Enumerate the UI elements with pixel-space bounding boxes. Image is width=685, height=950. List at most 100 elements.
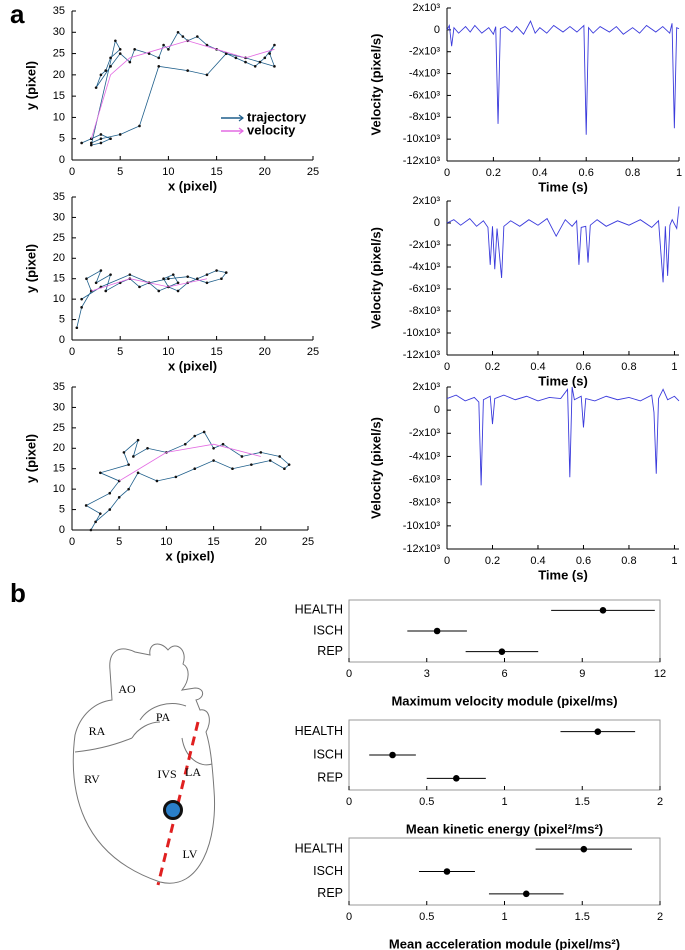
category-label: HEALTH bbox=[295, 841, 343, 855]
x-tick-label: 0.6 bbox=[576, 555, 591, 567]
x-tick-label: 20 bbox=[259, 166, 271, 178]
y-tick-label: 0 bbox=[434, 217, 440, 229]
velocity-trace bbox=[446, 386, 680, 486]
trajectory-point bbox=[258, 60, 262, 64]
heart-wall bbox=[131, 721, 161, 739]
trajectory-point bbox=[84, 504, 88, 507]
y-tick-label: -12x10³ bbox=[403, 543, 441, 555]
trajectory-point bbox=[263, 56, 267, 60]
trajectory-point bbox=[196, 277, 199, 281]
trajectory-point bbox=[157, 289, 161, 293]
y-tick-label: 5 bbox=[59, 133, 65, 145]
x-tick-label: 6 bbox=[501, 668, 507, 680]
x-tick-label: 0 bbox=[444, 167, 450, 179]
trajectory-point bbox=[138, 285, 141, 289]
mean-point bbox=[433, 627, 441, 635]
x-tick-label: 0.5 bbox=[419, 796, 434, 808]
x-tick-label: 0.8 bbox=[625, 167, 640, 179]
x-tick-label: 0.2 bbox=[486, 167, 501, 179]
category-label: REP bbox=[317, 644, 343, 658]
trajectory-line bbox=[85, 431, 290, 531]
trajectory-point bbox=[231, 467, 234, 471]
x-tick-label: 15 bbox=[207, 536, 219, 548]
y-tick-label: -4x10³ bbox=[409, 261, 441, 273]
mean-point bbox=[594, 728, 602, 735]
trajectory-point bbox=[287, 463, 291, 466]
x-axis-label: Mean kinetic energy (pixel²/ms²) bbox=[406, 821, 603, 836]
x-tick-label: 25 bbox=[302, 536, 314, 548]
trajectory-point bbox=[94, 86, 98, 89]
y-tick-label: -2x10³ bbox=[409, 427, 441, 439]
trajectory-point bbox=[193, 467, 197, 471]
x-tick-label: 1 bbox=[501, 796, 507, 808]
trajectory-point bbox=[221, 442, 225, 446]
x-tick-label: 0 bbox=[444, 555, 450, 567]
y-tick-label: 10 bbox=[53, 111, 65, 123]
y-tick-label: -4x10³ bbox=[409, 67, 441, 79]
trajectory-point bbox=[127, 487, 130, 491]
x-tick-label: 15 bbox=[210, 166, 222, 178]
trajectory-point bbox=[99, 512, 102, 515]
heart-label: LA bbox=[185, 765, 201, 779]
x-tick-label: 0 bbox=[444, 361, 450, 373]
trajectory-point bbox=[75, 326, 79, 330]
category-label: HEALTH bbox=[295, 603, 343, 617]
y-tick-label: 20 bbox=[53, 442, 65, 454]
y-tick-label: -4x10³ bbox=[409, 450, 441, 462]
trajectory-point bbox=[224, 271, 228, 274]
x-tick-label: 0 bbox=[69, 346, 75, 358]
trajectory-point bbox=[94, 281, 98, 285]
trajectory-point bbox=[128, 273, 132, 276]
x-tick-label: 1.5 bbox=[575, 796, 590, 808]
y-tick-label: 10 bbox=[53, 293, 65, 305]
plot-frame bbox=[348, 837, 661, 906]
y-tick-label: -10x10³ bbox=[403, 327, 441, 339]
y-tick-label: -2x10³ bbox=[409, 46, 441, 58]
trajectory-point bbox=[108, 508, 112, 511]
heart-label: AO bbox=[118, 682, 136, 696]
x-tick-label: 20 bbox=[255, 536, 267, 548]
category-label: ISCH bbox=[313, 623, 343, 637]
trajectory-point bbox=[147, 52, 151, 55]
y-tick-label: 15 bbox=[53, 463, 65, 475]
trajectory-point bbox=[193, 434, 197, 438]
heart-label: LV bbox=[183, 847, 198, 861]
trajectory-point bbox=[167, 277, 170, 281]
y-tick-label: 15 bbox=[53, 90, 65, 102]
trajectory-point bbox=[94, 520, 97, 524]
trajectory-point bbox=[205, 73, 209, 77]
y-tick-label: 30 bbox=[53, 26, 65, 38]
mean-point bbox=[522, 890, 530, 898]
heart-diagram bbox=[72, 643, 216, 886]
y-tick-label: 35 bbox=[53, 381, 65, 393]
legend-label: velocity bbox=[247, 122, 296, 137]
trajectory-point bbox=[240, 455, 244, 458]
y-tick-label: -12x10³ bbox=[403, 155, 441, 167]
trajectory-point bbox=[99, 269, 103, 272]
y-tick-label: 0 bbox=[434, 24, 440, 36]
x-tick-label: 0 bbox=[69, 166, 75, 178]
y-tick-label: 35 bbox=[53, 5, 65, 17]
trajectory-point bbox=[196, 35, 199, 38]
trajectory-point bbox=[157, 65, 161, 68]
heart-label: RA bbox=[89, 724, 106, 738]
x-tick-label: 2 bbox=[657, 796, 663, 808]
y-tick-label: -8x10³ bbox=[409, 305, 441, 317]
trajectory-point bbox=[146, 446, 149, 450]
trajectory-point bbox=[80, 141, 83, 145]
x-tick-label: 0 bbox=[69, 536, 75, 548]
y-tick-label: -12x10³ bbox=[403, 349, 441, 361]
trajectory-point bbox=[118, 133, 122, 136]
mean-point bbox=[580, 845, 588, 853]
trajectory-point bbox=[234, 56, 238, 60]
y-tick-label: 25 bbox=[53, 422, 65, 434]
trajectory-point bbox=[99, 133, 103, 136]
category-label: ISCH bbox=[313, 864, 343, 878]
y-tick-label: -6x10³ bbox=[409, 89, 441, 101]
trajectory-point bbox=[186, 275, 189, 278]
y-axis-label: Velocity (pixel/s) bbox=[368, 34, 383, 136]
y-tick-label: -10x10³ bbox=[403, 133, 441, 145]
trajectory-point bbox=[268, 52, 271, 55]
trajectory-point bbox=[183, 442, 187, 446]
